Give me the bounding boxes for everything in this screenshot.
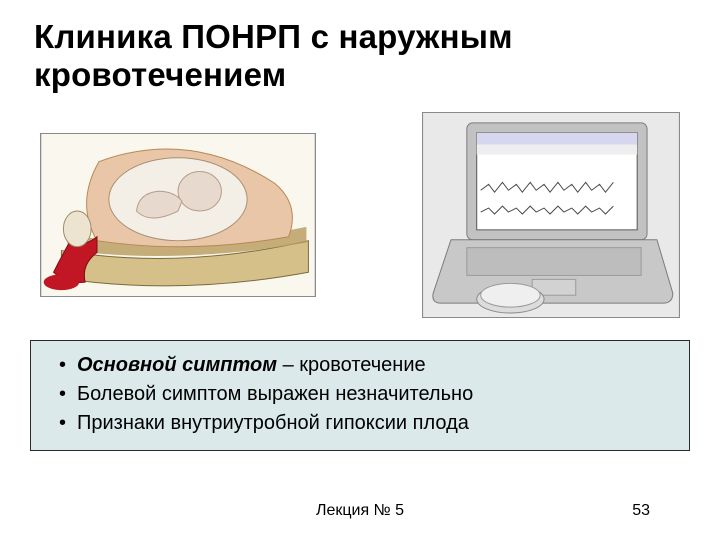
symptom-item-1: Основной симптом – кровотечение	[63, 351, 673, 380]
ctg-laptop-illustration	[422, 112, 680, 318]
symptom-3-text: Признаки внутриутробной гипоксии плода	[77, 412, 469, 434]
anatomy-svg	[41, 134, 315, 296]
footer-lecture-label: Лекция № 5	[316, 502, 404, 520]
slide-footer: Лекция № 5 53	[0, 502, 720, 526]
symptom-1-strong: Основной симптом	[77, 354, 277, 376]
symptom-2-text: Болевой симптом выражен незначительно	[77, 383, 473, 405]
footer-page-number: 53	[632, 502, 650, 520]
illustrations-row	[34, 112, 686, 318]
symptoms-list: Основной симптом – кровотечение Болевой …	[47, 351, 673, 438]
symptom-1-rest: – кровотечение	[277, 354, 426, 376]
lecture-slide: Клиника ПОНРП с наружным кровотечением	[0, 0, 720, 540]
symptoms-box: Основной симптом – кровотечение Болевой …	[30, 340, 690, 451]
anatomy-illustration	[40, 133, 316, 297]
symptom-item-2: Болевой симптом выражен незначительно	[63, 380, 673, 409]
slide-title: Клиника ПОНРП с наружным кровотечением	[34, 18, 686, 94]
symptom-item-3: Признаки внутриутробной гипоксии плода	[63, 409, 673, 438]
laptop-svg	[423, 113, 679, 317]
